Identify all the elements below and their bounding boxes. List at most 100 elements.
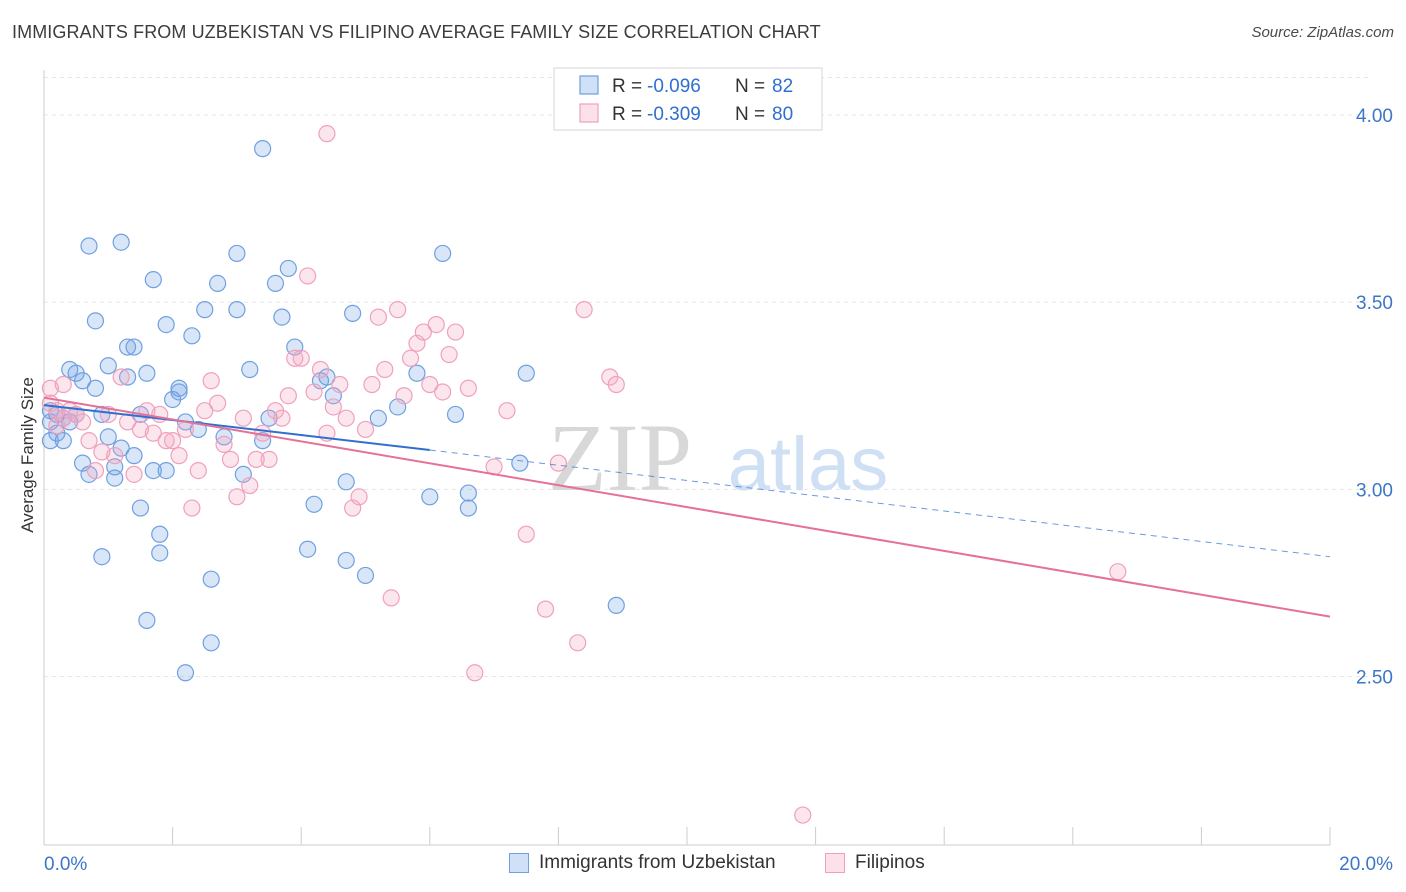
point-uzbekistan <box>446 405 465 424</box>
point-filipinos <box>247 450 265 468</box>
point-filipinos <box>286 349 304 367</box>
point-filipinos <box>575 301 593 319</box>
point-filipinos <box>376 360 394 379</box>
point-filipinos <box>73 413 92 431</box>
point-filipinos <box>324 398 342 416</box>
point-uzbekistan <box>157 462 175 480</box>
legend-r-label-1: R = <box>612 76 642 97</box>
y-tick-label: 2.50 <box>1356 668 1393 689</box>
point-uzbekistan <box>118 368 137 386</box>
point-filipinos <box>228 488 246 506</box>
point-uzbekistan <box>118 338 137 356</box>
point-uzbekistan <box>86 379 105 397</box>
point-uzbekistan <box>459 484 477 502</box>
point-uzbekistan <box>305 495 323 513</box>
point-filipinos <box>401 349 420 367</box>
point-uzbekistan <box>369 409 387 427</box>
trend-line-uzbekistan <box>43 404 430 452</box>
point-filipinos <box>363 375 381 394</box>
point-filipinos <box>189 462 207 480</box>
point-uzbekistan <box>511 454 529 472</box>
point-uzbekistan <box>337 473 355 491</box>
point-uzbekistan <box>209 274 227 293</box>
chart-title: IMMIGRANTS FROM UZBEKISTAN VS FILIPINO A… <box>12 22 821 42</box>
point-uzbekistan <box>80 237 98 255</box>
point-filipinos <box>164 432 182 450</box>
point-filipinos <box>260 450 278 468</box>
point-filipinos <box>318 125 336 143</box>
y-tick-label: 3.00 <box>1356 480 1393 501</box>
trend-line-filipinos <box>43 396 1331 618</box>
point-filipinos <box>144 424 162 442</box>
point-uzbekistan <box>170 383 188 401</box>
point-filipinos <box>794 806 812 824</box>
point-uzbekistan <box>125 338 143 356</box>
point-filipinos <box>427 315 445 334</box>
point-uzbekistan <box>279 259 297 278</box>
trend-lines <box>43 396 1331 618</box>
point-filipinos <box>536 600 555 618</box>
point-uzbekistan <box>434 244 452 263</box>
point-filipinos <box>498 402 516 420</box>
point-uzbekistan <box>202 634 220 652</box>
point-uzbekistan <box>344 304 362 322</box>
trend-line-uzbekistan-extension <box>429 449 1331 558</box>
point-filipinos <box>279 387 297 405</box>
legend-label-filipinos: Filipinos <box>855 852 925 873</box>
point-uzbekistan <box>356 566 375 585</box>
point-filipinos <box>54 375 72 394</box>
point-filipinos <box>80 432 98 450</box>
point-uzbekistan <box>183 327 201 345</box>
legend-item-uzbekistan[interactable]: Immigrants from Uzbekistan <box>509 852 776 874</box>
watermark: ZIP atlas <box>548 404 888 511</box>
point-filipinos <box>466 664 484 682</box>
point-uzbekistan <box>151 525 169 543</box>
point-uzbekistan <box>517 364 535 382</box>
point-uzbekistan <box>138 364 156 382</box>
point-uzbekistan <box>99 357 117 375</box>
point-uzbekistan <box>125 447 143 465</box>
point-uzbekistan <box>144 271 162 289</box>
point-filipinos <box>446 323 465 341</box>
point-uzbekistan <box>144 462 162 480</box>
point-uzbekistan <box>176 664 195 682</box>
legend-n-value-2: 80 <box>772 104 793 125</box>
legend-r-value-1: -0.096 <box>647 76 701 97</box>
point-filipinos <box>459 379 477 397</box>
point-filipinos <box>241 476 259 495</box>
legend: R = -0.096 N = 82 R = -0.309 N = 80 <box>553 67 823 131</box>
point-filipinos <box>202 372 220 390</box>
point-filipinos <box>1109 563 1127 581</box>
point-uzbekistan <box>202 570 220 588</box>
point-filipinos <box>183 499 201 517</box>
point-filipinos <box>389 301 407 319</box>
point-uzbekistan <box>254 140 272 158</box>
point-uzbekistan <box>421 488 439 506</box>
point-filipinos <box>414 323 432 341</box>
source-credit: Source: ZipAtlas.com <box>1251 24 1394 41</box>
point-uzbekistan <box>131 499 150 517</box>
y-axis-label: Average Family Size <box>18 377 37 533</box>
y-tick-label: 3.50 <box>1356 293 1393 314</box>
point-uzbekistan <box>157 315 175 334</box>
legend-swatch-filipinos <box>579 103 599 123</box>
point-filipinos <box>157 432 175 450</box>
legend-r-value-2: -0.309 <box>647 104 701 125</box>
point-filipinos <box>305 383 323 401</box>
legend-item-filipinos[interactable]: Filipinos <box>825 852 925 874</box>
bottom-legend: Immigrants from Uzbekistan Filipinos <box>0 852 1406 880</box>
point-filipinos <box>41 379 60 397</box>
point-filipinos <box>369 308 387 326</box>
series-filipinos-points <box>41 125 1127 824</box>
point-uzbekistan <box>299 540 317 558</box>
point-filipinos <box>434 383 452 401</box>
point-uzbekistan <box>228 244 246 263</box>
point-filipinos <box>176 420 195 439</box>
y-tick-label: 4.00 <box>1356 106 1393 127</box>
point-uzbekistan <box>337 551 355 570</box>
point-uzbekistan <box>196 301 214 319</box>
grid <box>44 76 1370 678</box>
point-uzbekistan <box>99 428 117 446</box>
point-filipinos <box>112 368 130 386</box>
